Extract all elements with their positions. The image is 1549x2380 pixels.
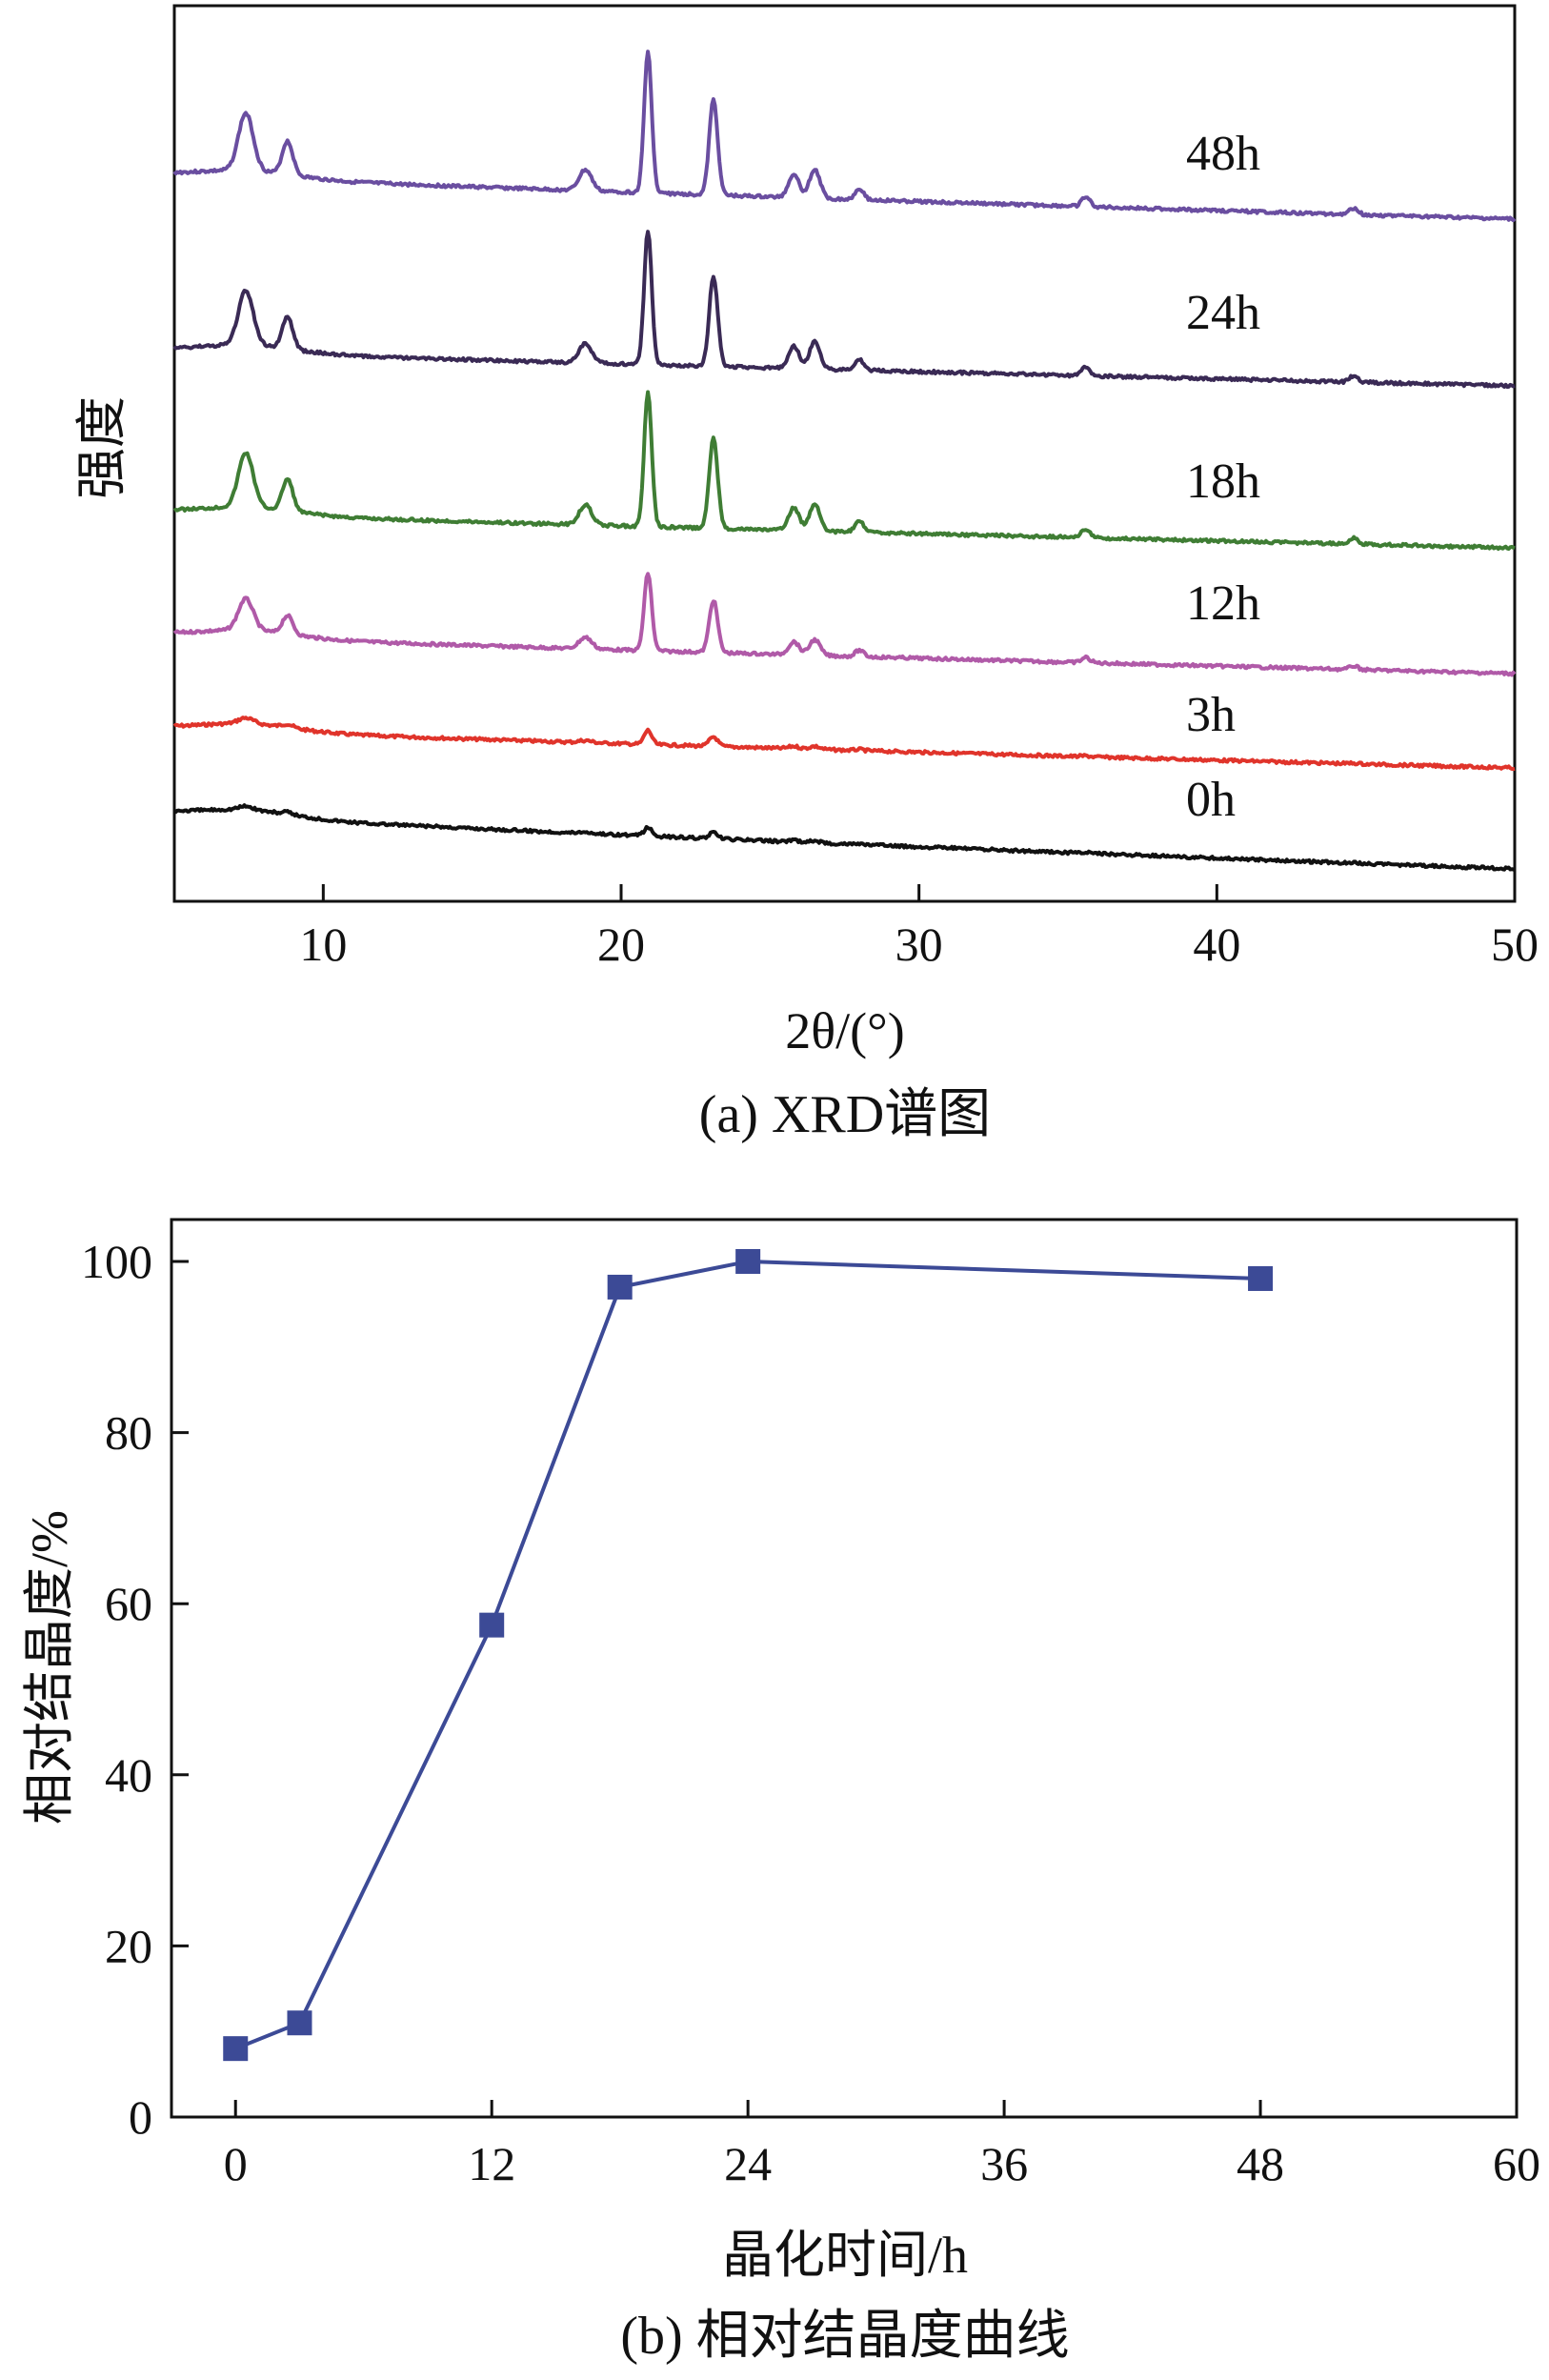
- crystallinity-caption: (b) 相对结晶度曲线: [620, 2307, 1069, 2366]
- crystallinity-x-tick-label: 48: [1237, 2137, 1284, 2190]
- crystallinity-plot-frame: [170, 1218, 1519, 2119]
- xrd-series-label-24h: 24h: [1186, 286, 1260, 340]
- xrd-plot-frame: [172, 4, 1517, 903]
- xrd-x-tick-label: 50: [1491, 918, 1539, 971]
- xrd-series-label-0h: 0h: [1186, 773, 1236, 827]
- xrd-x-ticks: 10 20 30 40 50: [299, 884, 1539, 971]
- crystallinity-y-tick-label: 60: [105, 1577, 152, 1630]
- crystallinity-point: [607, 1274, 633, 1300]
- xrd-series-label-18h: 18h: [1186, 454, 1260, 509]
- crystallinity-x-tick-label: 0: [224, 2137, 248, 2190]
- xrd-series-24h: [172, 230, 1516, 390]
- crystallinity-x-axis-title: 晶化时间/h: [722, 2227, 968, 2284]
- xrd-series-48h: [172, 50, 1517, 223]
- xrd-series-label-12h: 12h: [1186, 576, 1260, 631]
- xrd-series-group: 48h 24h 18h 12h 3h 0h: [172, 50, 1517, 872]
- crystallinity-y-axis-title: 相对结晶度/%: [21, 1510, 78, 1825]
- xrd-y-axis-title: 强度: [73, 396, 131, 499]
- crystallinity-point: [223, 2036, 249, 2062]
- crystallinity-point: [287, 2010, 312, 2036]
- xrd-caption: (a) XRD谱图: [699, 1085, 991, 1144]
- xrd-x-tick-label: 20: [597, 918, 645, 971]
- xrd-panel: 48h 24h 18h 12h 3h 0h 10 20 30 40 50 强度 2θ/(°) (a…: [73, 4, 1539, 1144]
- crystallinity-x-tick-label: 12: [468, 2137, 515, 2190]
- crystallinity-y-tick-label: 80: [105, 1406, 152, 1460]
- xrd-series-3h: [172, 716, 1516, 772]
- xrd-x-tick-label: 30: [895, 918, 943, 971]
- crystallinity-point: [1248, 1265, 1274, 1291]
- crystallinity-line: [234, 1259, 1261, 2051]
- xrd-series-label-48h: 48h: [1186, 127, 1260, 181]
- crystallinity-point: [735, 1249, 761, 1274]
- crystallinity-series: [223, 1249, 1274, 2062]
- crystallinity-y-tick-label: 0: [129, 2090, 152, 2144]
- xrd-x-tick-label: 10: [299, 918, 347, 971]
- crystallinity-ticks: 0 12 24 36 48 60 0 20 40 60 80 100: [81, 1235, 1540, 2190]
- crystallinity-y-tick-label: 20: [105, 1919, 152, 1972]
- crystallinity-panel: 0 12 24 36 48 60 0 20 40 60 80 100 相对结晶度/% 晶化时间/h (…: [21, 1218, 1540, 2366]
- crystallinity-y-tick-label: 40: [105, 1748, 152, 1802]
- xrd-series-0h: [172, 803, 1516, 872]
- xrd-series-label-3h: 3h: [1186, 688, 1236, 742]
- xrd-x-axis-title: 2θ/(°): [785, 1002, 904, 1059]
- crystallinity-x-tick-label: 36: [980, 2137, 1028, 2190]
- crystallinity-x-tick-label: 60: [1493, 2137, 1540, 2190]
- xrd-series-18h: [172, 390, 1516, 552]
- xrd-series-12h: [172, 572, 1517, 677]
- crystallinity-y-tick-label: 100: [81, 1235, 152, 1288]
- xrd-x-tick-label: 40: [1193, 918, 1240, 971]
- crystallinity-point: [479, 1612, 505, 1638]
- crystallinity-x-tick-label: 24: [724, 2137, 772, 2190]
